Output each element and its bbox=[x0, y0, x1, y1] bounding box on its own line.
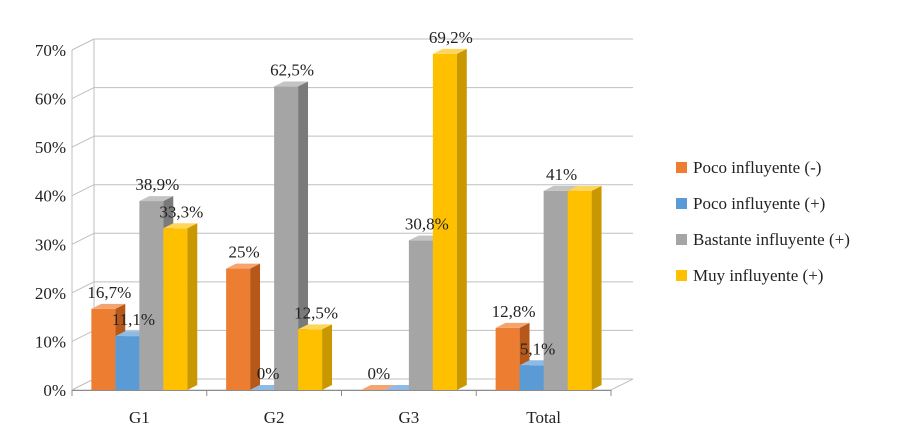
legend: Poco influyente (-) Poco influyente (+) Ba… bbox=[676, 158, 850, 285]
y-tick-label: 20% bbox=[35, 284, 66, 303]
gridline-depth bbox=[71, 184, 95, 197]
bar-top bbox=[432, 48, 467, 54]
bar-side bbox=[250, 263, 261, 390]
y-tick-label: 10% bbox=[35, 332, 66, 351]
data-label: 11,1% bbox=[112, 310, 155, 329]
gridline-depth bbox=[71, 87, 95, 100]
data-label: 0% bbox=[257, 364, 280, 383]
bar bbox=[432, 48, 467, 391]
bar-top bbox=[163, 223, 198, 229]
grid-layer bbox=[71, 38, 634, 396]
x-axis-categories: G1 G2 G3 Total bbox=[129, 408, 561, 427]
data-labels: 16,7% 11,1% 38,9% 33,3% 25% 0% 62,5% 12,5% 0% 30,… bbox=[87, 28, 577, 383]
bar-front bbox=[543, 190, 568, 390]
bar-top bbox=[543, 185, 578, 191]
legend-swatch bbox=[676, 234, 687, 245]
x-category-label: G1 bbox=[129, 408, 150, 427]
data-label: 30,8% bbox=[405, 214, 449, 233]
legend-label: Bastante influyente (+) bbox=[693, 230, 850, 249]
bar bbox=[163, 223, 198, 390]
data-label: 62,5% bbox=[270, 60, 314, 79]
bar-front bbox=[91, 308, 116, 390]
bar-side bbox=[187, 223, 198, 390]
gridline-depth bbox=[71, 329, 95, 342]
bar-front bbox=[519, 365, 544, 390]
data-label: 5,1% bbox=[520, 339, 555, 358]
bar-top bbox=[226, 263, 261, 269]
y-tick-label: 50% bbox=[35, 138, 66, 157]
data-label: 0% bbox=[368, 364, 391, 383]
bar-top bbox=[274, 81, 309, 87]
bar bbox=[360, 385, 395, 390]
legend-swatch bbox=[676, 198, 687, 209]
data-label: 16,7% bbox=[87, 283, 131, 302]
bar-top bbox=[495, 322, 530, 328]
legend-item: Bastante influyente (+) bbox=[676, 230, 850, 249]
bar-top bbox=[360, 385, 395, 390]
bar-side bbox=[298, 81, 309, 390]
data-label: 69,2% bbox=[429, 28, 473, 47]
bar-top bbox=[298, 324, 333, 330]
bar-front bbox=[495, 327, 520, 390]
bars bbox=[91, 48, 602, 391]
y-tick-label: 30% bbox=[35, 235, 66, 254]
x-category-label: Total bbox=[526, 408, 561, 427]
bar-top bbox=[139, 196, 174, 202]
legend-label: Poco influyente (+) bbox=[693, 194, 825, 213]
gridline-depth bbox=[71, 232, 95, 245]
bar-side bbox=[456, 48, 467, 390]
bar-front bbox=[432, 53, 457, 391]
bar-top bbox=[567, 185, 602, 191]
legend-label: Poco influyente (-) bbox=[693, 158, 821, 177]
x-category-label: G3 bbox=[398, 408, 419, 427]
legend-label: Muy influyente (+) bbox=[693, 266, 823, 285]
y-tick-label: 0% bbox=[43, 381, 66, 400]
legend-item: Poco influyente (+) bbox=[676, 194, 825, 213]
bar bbox=[91, 303, 126, 390]
data-label: 25% bbox=[229, 243, 260, 262]
legend-swatch bbox=[676, 162, 687, 173]
bar bbox=[298, 324, 333, 390]
data-label: 12,8% bbox=[492, 302, 536, 321]
bar bbox=[226, 263, 261, 390]
legend-item: Muy influyente (+) bbox=[676, 266, 823, 285]
bar-front bbox=[298, 329, 323, 390]
data-label: 33,3% bbox=[159, 202, 203, 221]
y-tick-label: 40% bbox=[35, 187, 66, 206]
gridline-depth bbox=[71, 281, 95, 294]
gridline-depth bbox=[71, 38, 95, 51]
bar-front bbox=[408, 240, 433, 390]
data-label: 12,5% bbox=[294, 303, 338, 322]
bar-front bbox=[274, 86, 299, 390]
data-label: 41% bbox=[546, 165, 577, 184]
bar-top bbox=[91, 303, 126, 309]
bar-front bbox=[115, 336, 140, 390]
x-category-label: G2 bbox=[264, 408, 285, 427]
legend-swatch bbox=[676, 270, 687, 281]
legend-item: Poco influyente (-) bbox=[676, 158, 821, 177]
gridline-depth bbox=[71, 135, 95, 148]
y-tick-label: 70% bbox=[35, 41, 66, 60]
y-axis-ticks: 0% 10% 20% 30% 40% 50% 60% 70% bbox=[35, 41, 66, 400]
bar-front bbox=[226, 268, 251, 390]
bar-front bbox=[567, 190, 592, 390]
y-tick-label: 60% bbox=[35, 90, 66, 109]
bar bbox=[274, 81, 309, 390]
data-label: 38,9% bbox=[135, 175, 179, 194]
bar-front bbox=[163, 228, 188, 390]
bar-side bbox=[322, 324, 333, 390]
bar bbox=[567, 185, 602, 390]
bar-side bbox=[591, 185, 602, 390]
bar-front bbox=[139, 201, 164, 390]
